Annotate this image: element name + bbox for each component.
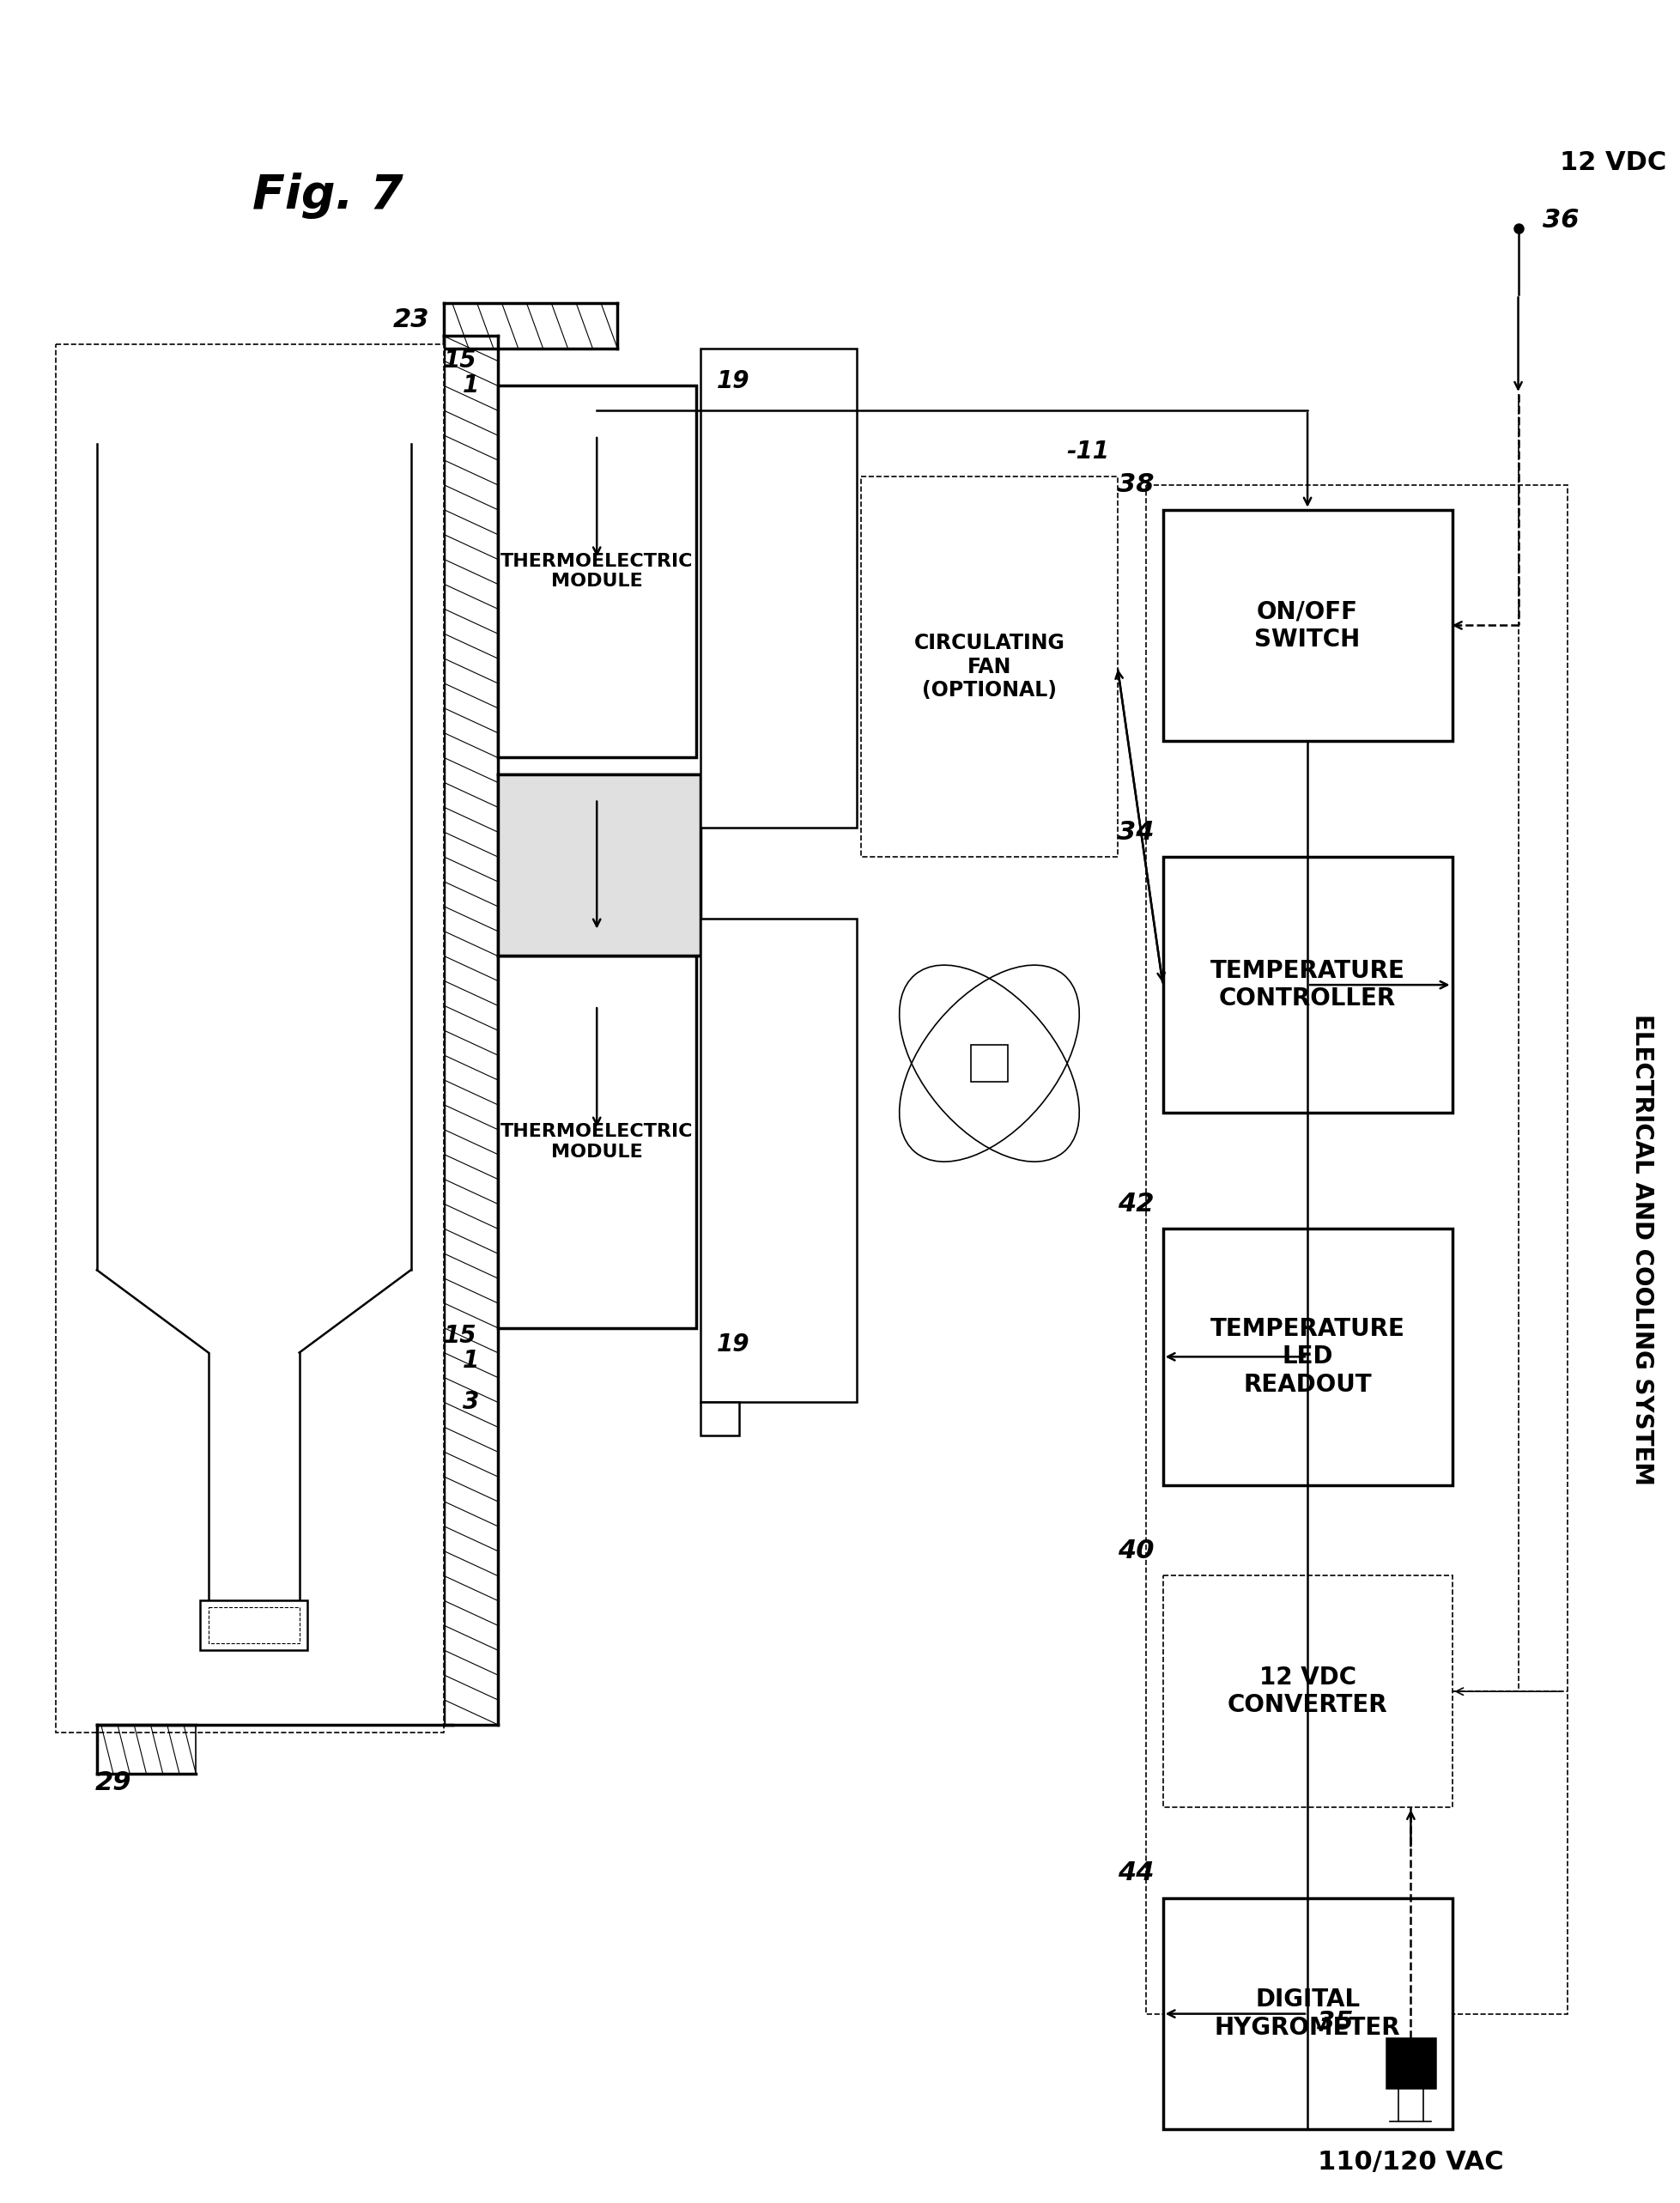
Bar (1163, 1575, 1452, 1806)
Bar (971, 1044, 1006, 1082)
Text: ELECTRICAL AND COOLING SYSTEM: ELECTRICAL AND COOLING SYSTEM (1630, 1013, 1653, 1485)
Bar (860, 476, 1117, 857)
Text: 12 VDC
CONVERTER: 12 VDC CONVERTER (1226, 1665, 1388, 1718)
Text: 44: 44 (1117, 1862, 1154, 1886)
Bar (1146, 485, 1567, 2014)
Text: ON/OFF
SWITCH: ON/OFF SWITCH (1253, 599, 1359, 652)
Text: 34: 34 (1117, 820, 1154, 844)
Text: 3: 3 (462, 1390, 479, 1414)
Bar (1386, 2038, 1435, 2088)
Text: 12 VDC: 12 VDC (1559, 150, 1665, 174)
Text: 1: 1 (462, 375, 479, 399)
Text: 36: 36 (1542, 207, 1579, 234)
Text: Fig. 7: Fig. 7 (252, 172, 403, 218)
Bar (1163, 857, 1452, 1113)
Text: 1: 1 (462, 1348, 479, 1372)
Bar (701, 348, 857, 828)
Text: 19: 19 (716, 1333, 749, 1357)
Bar (1163, 1229, 1452, 1485)
Text: 38: 38 (1117, 471, 1154, 498)
Text: DIGITAL
HYGROMETER: DIGITAL HYGROMETER (1215, 1987, 1399, 2040)
Text: CIRCULATING
FAN
(OPTIONAL): CIRCULATING FAN (OPTIONAL) (914, 632, 1065, 701)
Bar (701, 919, 857, 1403)
Text: THERMOELECTRIC
MODULE: THERMOELECTRIC MODULE (501, 553, 692, 590)
Text: 15: 15 (444, 1324, 477, 1348)
Text: 110/120 VAC: 110/120 VAC (1317, 2150, 1504, 2174)
Bar (200, 1602, 307, 1650)
Text: TEMPERATURE
LED
READOUT: TEMPERATURE LED READOUT (1210, 1317, 1404, 1397)
Bar (208, 1608, 299, 1643)
Text: 40: 40 (1117, 1538, 1154, 1564)
Bar (497, 956, 696, 1328)
Bar (1163, 509, 1452, 740)
Text: 15: 15 (444, 348, 477, 372)
Text: 23: 23 (393, 306, 428, 333)
Bar (497, 773, 701, 956)
Bar (701, 1403, 739, 1436)
Bar (55, 344, 444, 1734)
Text: 19: 19 (716, 370, 749, 394)
Bar (497, 386, 696, 758)
Text: -11: -11 (1065, 441, 1109, 465)
Text: 35: 35 (1315, 2009, 1352, 2036)
Text: THERMOELECTRIC
MODULE: THERMOELECTRIC MODULE (501, 1124, 692, 1161)
Text: TEMPERATURE
CONTROLLER: TEMPERATURE CONTROLLER (1210, 958, 1404, 1011)
Bar (1163, 1899, 1452, 2130)
Text: 29: 29 (96, 1769, 131, 1795)
Text: 42: 42 (1117, 1192, 1154, 1216)
